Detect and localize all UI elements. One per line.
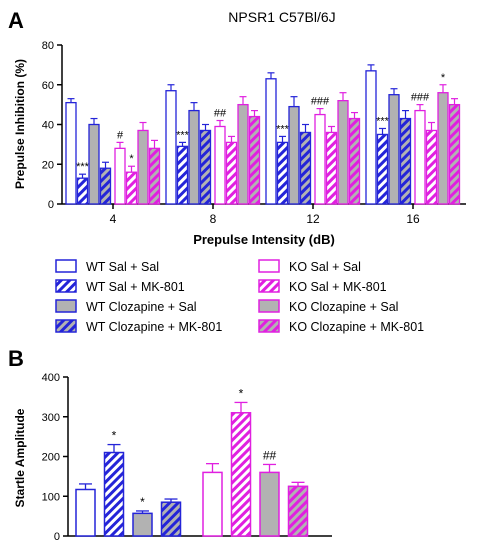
- legend-swatch: [55, 259, 77, 273]
- significance-label: ###: [411, 92, 430, 104]
- bar: [99, 167, 112, 205]
- bar: [314, 113, 326, 205]
- significance-label: *: [441, 72, 446, 84]
- x-tick-label: 4: [110, 212, 117, 226]
- y-tick-label: 100: [42, 491, 60, 503]
- legend-label: KO Sal + MK-801: [289, 280, 387, 294]
- bar: [76, 177, 89, 205]
- chart-a-ylabel: Prepulse Inhibition (%): [13, 59, 27, 189]
- bar: [199, 129, 212, 205]
- bar: [265, 78, 277, 205]
- bar: [137, 129, 149, 205]
- legend-swatch: [55, 319, 77, 333]
- bar: [376, 133, 389, 205]
- x-tick-label: 8: [210, 212, 217, 226]
- y-tick-label: 40: [42, 120, 54, 132]
- y-tick-label: 60: [42, 80, 54, 92]
- bar: [103, 451, 125, 537]
- y-tick-label: 200: [42, 452, 60, 464]
- legend-swatch: [258, 259, 280, 273]
- bar: [65, 101, 77, 205]
- bar: [399, 117, 412, 205]
- bar: [125, 171, 138, 205]
- bar: [325, 131, 338, 205]
- bar: [299, 131, 312, 205]
- x-tick-label: 16: [406, 212, 420, 226]
- legend-label: KO Sal + Sal: [289, 260, 361, 274]
- significance-label: *: [140, 495, 145, 509]
- chart-b-bars: * * * ##: [75, 386, 309, 537]
- chart-a-xlabel: Prepulse Intensity (dB): [193, 232, 335, 247]
- y-tick-label: 300: [42, 412, 60, 424]
- chart-a-bars: ***#****##***###***###*: [65, 64, 461, 205]
- bar: [259, 471, 280, 537]
- x-tick-label: 12: [306, 212, 320, 226]
- bar: [365, 70, 377, 205]
- bar: [188, 109, 200, 205]
- significance-label: *: [239, 386, 244, 400]
- significance-label: ##: [214, 108, 227, 120]
- significance-label: ##: [263, 448, 277, 462]
- legend-label: WT Sal + MK-801: [86, 280, 185, 294]
- bar: [88, 123, 100, 205]
- legend-swatch: [258, 299, 280, 313]
- significance-label: *: [112, 429, 117, 443]
- chart-b-ylabel: Startle Amplitude: [13, 408, 27, 507]
- bar: [237, 103, 249, 205]
- y-tick-label: 80: [42, 40, 54, 52]
- bar: [348, 117, 361, 205]
- significance-label: #: [117, 129, 124, 141]
- y-tick-label: 20: [42, 159, 54, 171]
- legend-swatch: [258, 319, 280, 333]
- legend-swatch: [55, 299, 77, 313]
- y-tick-label: 0: [48, 199, 54, 211]
- bar: [75, 488, 96, 537]
- bar: [248, 115, 261, 205]
- bar: [448, 103, 461, 205]
- bar: [165, 90, 177, 205]
- bar: [132, 512, 153, 537]
- bar: [148, 147, 161, 205]
- y-tick-label: 400: [42, 372, 60, 384]
- legend-label: KO Clozapine + MK-801: [289, 320, 424, 334]
- significance-label: *: [129, 153, 134, 165]
- bar: [437, 92, 449, 205]
- significance-label: ***: [276, 123, 290, 135]
- bar: [337, 100, 349, 205]
- bar: [202, 471, 223, 537]
- legend-label: KO Clozapine + Sal: [289, 300, 398, 314]
- legend-label: WT Sal + Sal: [86, 260, 159, 274]
- bar: [225, 141, 238, 205]
- bar: [425, 129, 438, 205]
- bar: [414, 109, 426, 205]
- bar: [287, 485, 309, 537]
- chart-a-title: NPSR1 C57Bl/6J: [228, 9, 335, 25]
- panel-a-letter: A: [8, 8, 24, 33]
- bar: [276, 141, 289, 205]
- legend-label: WT Clozapine + MK-801: [86, 320, 222, 334]
- legend-swatch: [258, 279, 280, 293]
- bar: [114, 147, 126, 205]
- legend: WT Sal + Sal WT Sal + MK-801 WT Clozapine …: [55, 259, 424, 334]
- bar: [214, 125, 226, 205]
- legend-swatch: [55, 279, 77, 293]
- bar: [388, 94, 400, 205]
- panel-b-letter: B: [8, 346, 24, 371]
- bar: [230, 412, 252, 537]
- bar: [160, 501, 182, 537]
- bar: [288, 105, 300, 205]
- significance-label: ***: [176, 129, 190, 141]
- y-tick-label: 0: [54, 531, 60, 543]
- legend-label: WT Clozapine + Sal: [86, 300, 197, 314]
- significance-label: ***: [376, 115, 390, 127]
- significance-label: ###: [311, 96, 330, 108]
- significance-label: ***: [76, 161, 90, 173]
- bar: [176, 145, 189, 205]
